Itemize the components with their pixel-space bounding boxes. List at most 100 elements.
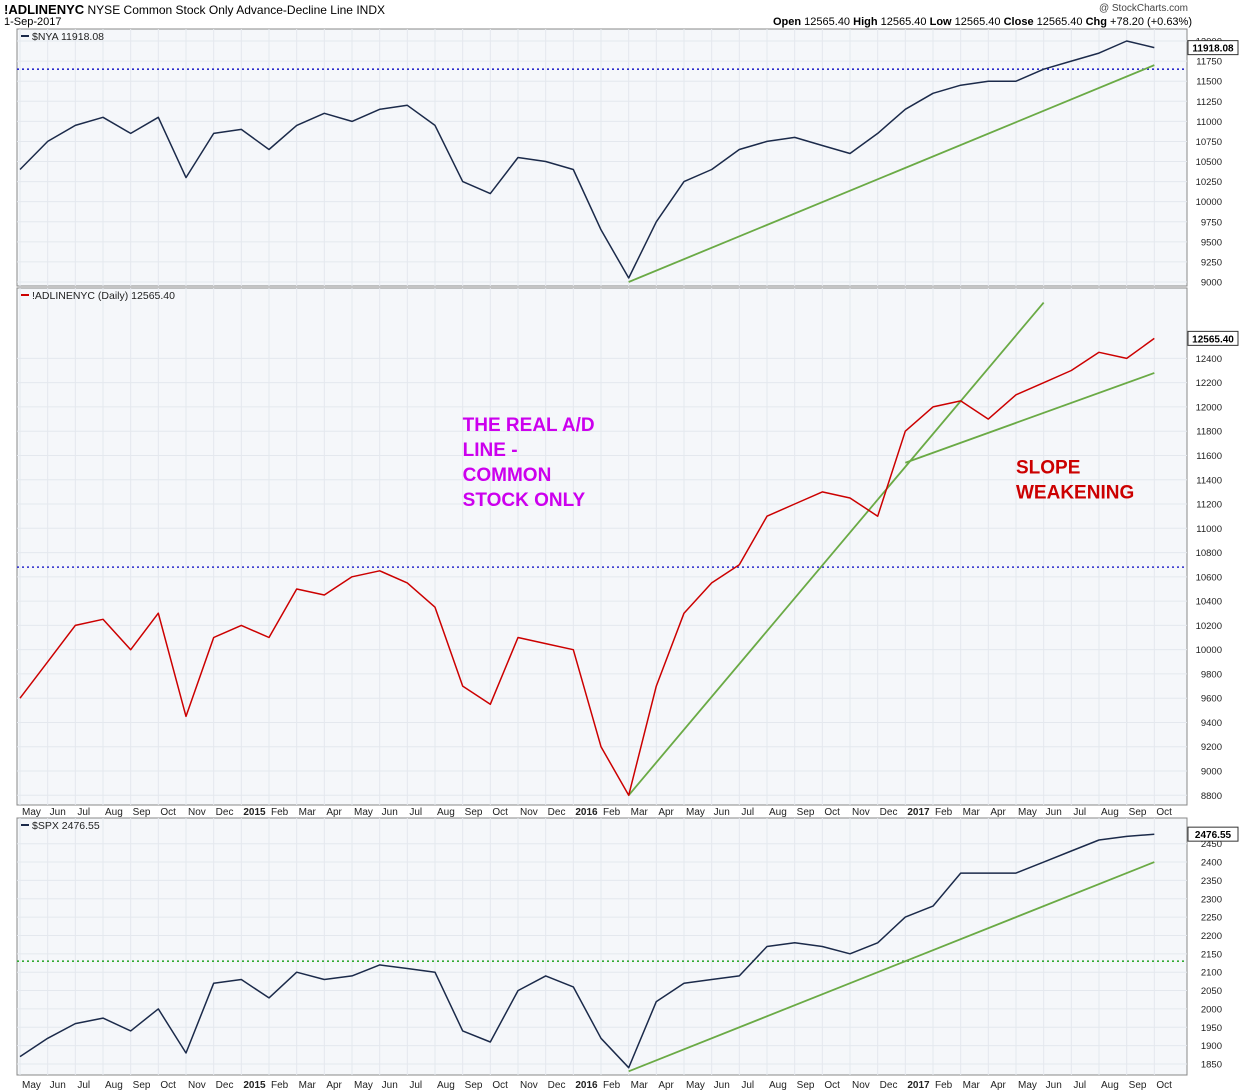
adline-legend-label: !ADLINENYC (Daily) 12565.40 [32, 290, 175, 302]
adline-last-value: 12565.40 [1192, 334, 1234, 345]
annotation-1-line: WEAKENING [1016, 483, 1134, 504]
x-month-label: Jun [1046, 1080, 1062, 1091]
x-month-label: Feb [603, 807, 621, 818]
x-month-label: Sep [1129, 1080, 1147, 1091]
x-month-label: Nov [188, 1080, 206, 1091]
x-month-label: Aug [1101, 1080, 1119, 1091]
chart-date: 1-Sep-2017 [4, 16, 62, 28]
ohlc-readout: Open 12565.40 High 12565.40 Low 12565.40… [773, 16, 1192, 28]
x-month-label: Jul [1073, 807, 1086, 818]
x-month-label: Dec [880, 807, 898, 818]
adline-ytick-label: 10000 [1196, 645, 1222, 656]
nya-ytick-label: 10750 [1196, 137, 1222, 148]
x-month-label: Dec [216, 807, 234, 818]
x-month-label: Dec [216, 1080, 234, 1091]
x-month-label: Jun [50, 1080, 66, 1091]
nya-ytick-label: 10500 [1196, 157, 1222, 168]
open-value: 12565.40 [804, 16, 851, 28]
nya-trendline [628, 64, 1155, 283]
adline-ytick-label: 12400 [1196, 354, 1222, 365]
adline-ytick-label: 9000 [1201, 767, 1222, 778]
x-month-label: Oct [824, 1080, 840, 1091]
x-month-label: Aug [769, 807, 787, 818]
high-value: 12565.40 [880, 16, 927, 28]
chg-label: Chg [1085, 16, 1107, 28]
adline-ytick-label: 9400 [1201, 718, 1222, 729]
x-month-label: Feb [935, 807, 953, 818]
x-month-label: Sep [1129, 807, 1147, 818]
x-month-label: Nov [520, 807, 538, 818]
adline-ytick-label: 9800 [1201, 669, 1222, 680]
adline-ytick-label: 12200 [1196, 378, 1222, 389]
x-month-label: Jul [741, 1080, 754, 1091]
nya-panel [16, 28, 1188, 287]
x-month-label: Sep [797, 807, 815, 818]
spx-ytick-label: 1950 [1201, 1023, 1222, 1034]
adline-ytick-label: 10400 [1196, 597, 1222, 608]
x-month-label: 2015 [243, 1080, 266, 1091]
spx-panel [16, 817, 1188, 1076]
adline-series-line [19, 337, 1155, 797]
nya-ytick-label: 10250 [1196, 177, 1222, 188]
adline-ytick-label: 8800 [1201, 791, 1222, 802]
annotation-1-line: SLOPE [1016, 458, 1080, 479]
nya-ytick-label: 11250 [1196, 97, 1222, 108]
x-month-label: May [354, 1080, 373, 1091]
adline-last-value-box [1187, 330, 1239, 346]
nya-ytick-label: 9750 [1201, 217, 1222, 228]
spx-ytick-label: 2150 [1201, 949, 1222, 960]
x-month-label: Sep [797, 1080, 815, 1091]
spx-legend-label: $SPX 2476.55 [32, 820, 100, 832]
x-month-label: Sep [465, 807, 483, 818]
x-month-label: Feb [603, 1080, 621, 1091]
x-month-label: Dec [548, 807, 566, 818]
x-month-label: Jul [1073, 1080, 1086, 1091]
adline-trendline [627, 301, 1045, 796]
adline-ytick-label: 11200 [1196, 500, 1222, 511]
x-month-label: May [1018, 807, 1037, 818]
x-month-label: May [1018, 1080, 1037, 1091]
x-month-label: Dec [548, 1080, 566, 1091]
spx-ytick-label: 2200 [1201, 931, 1222, 942]
nya-ytick-label: 9500 [1201, 237, 1222, 248]
spx-series-line [19, 833, 1155, 1069]
x-month-label: Apr [990, 807, 1006, 818]
close-label: Close [1003, 16, 1034, 28]
x-month-label: Feb [271, 1080, 289, 1091]
x-month-label: Jun [714, 1080, 730, 1091]
x-month-label: Mar [963, 1080, 981, 1091]
low-value: 12565.40 [954, 16, 1001, 28]
open-label: Open [772, 16, 802, 28]
x-month-label: Sep [465, 1080, 483, 1091]
nya-last-value-box [1187, 40, 1239, 56]
adline-ytick-label: 11600 [1196, 451, 1222, 462]
chart-header: !ADLINENYC NYSE Common Stock Only Advanc… [4, 2, 385, 17]
nya-ytick-label: 10000 [1196, 197, 1222, 208]
x-month-label: Aug [769, 1080, 787, 1091]
x-month-label: 2016 [575, 1080, 598, 1091]
x-month-label: Sep [133, 1080, 151, 1091]
x-month-label: May [686, 807, 705, 818]
x-month-label: Oct [1156, 807, 1172, 818]
security-name: NYSE Common Stock Only Advance-Decline L… [87, 3, 353, 17]
adline-ytick-label: 10800 [1196, 548, 1222, 559]
spx-ytick-label: 2300 [1201, 894, 1222, 905]
annotation-0-line: STOCK ONLY [463, 490, 586, 511]
spx-last-value: 2476.55 [1195, 830, 1232, 841]
nya-ytick-label: 9000 [1201, 277, 1222, 288]
x-month-label: Oct [824, 807, 840, 818]
x-month-label: Mar [299, 807, 317, 818]
nya-last-value: 11918.08 [1192, 44, 1234, 55]
spx-ytick-label: 2250 [1201, 913, 1222, 924]
close-value: 12565.40 [1036, 16, 1083, 28]
x-month-label: Nov [852, 807, 870, 818]
x-month-label: May [22, 807, 41, 818]
spx-ytick-label: 1850 [1201, 1059, 1222, 1070]
exchange: INDX [356, 3, 385, 17]
spx-ytick-label: 1900 [1201, 1041, 1222, 1052]
x-month-label: Mar [299, 1080, 317, 1091]
adline-panel [16, 287, 1188, 806]
spx-ytick-label: 2100 [1201, 968, 1222, 979]
x-month-label: Oct [160, 807, 176, 818]
